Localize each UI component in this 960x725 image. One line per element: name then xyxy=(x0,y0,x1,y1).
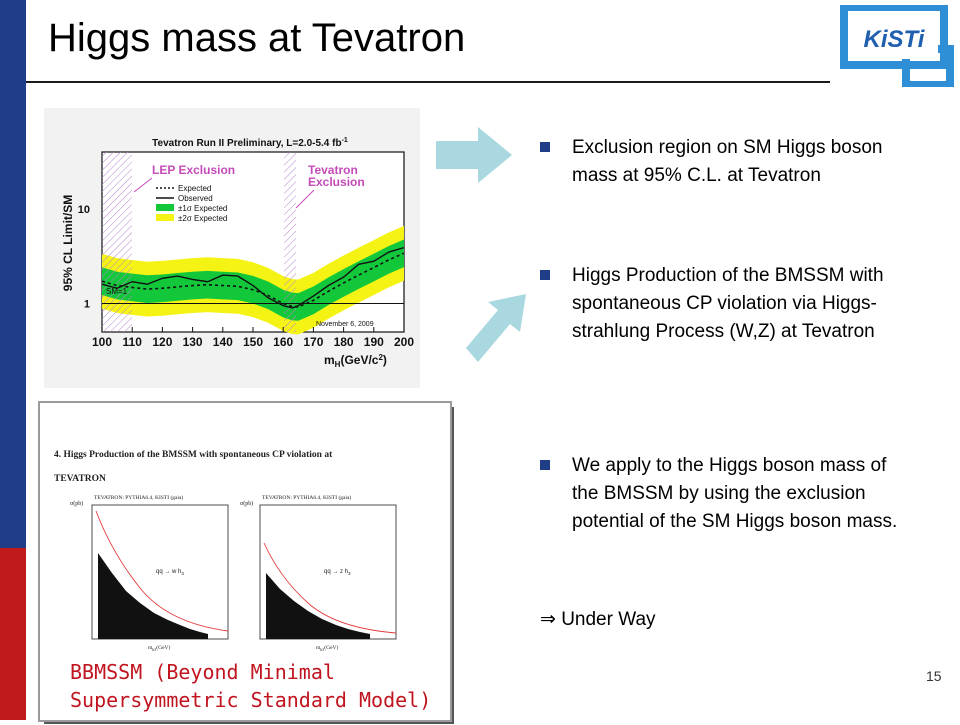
x-tick-label: 200 xyxy=(394,335,414,349)
x-tick-label: 170 xyxy=(303,335,323,349)
slide-title: Higgs mass at Tevatron xyxy=(48,16,466,60)
tevatron-label-1: Tevatron xyxy=(308,163,358,177)
under-way-note: ⇒ Under Way xyxy=(540,609,656,630)
bullet-square-icon xyxy=(540,142,550,152)
lep-arrow xyxy=(133,177,153,193)
title-underline xyxy=(26,81,830,83)
y-tick-10: 10 xyxy=(78,204,90,216)
x-tick-label: 180 xyxy=(334,335,354,349)
bullet-text: Higgs Production of the BMSSM with spont… xyxy=(572,265,884,342)
tevatron-exclusion-region xyxy=(284,152,296,332)
svg-text:σ(pb): σ(pb) xyxy=(240,500,253,507)
bullet-square-icon xyxy=(540,270,550,280)
bullet-square-icon xyxy=(540,460,550,470)
legend-1sigma: ±1σ Expected xyxy=(178,204,227,213)
x-tick-label: 110 xyxy=(123,335,143,349)
chart-title: Tevatron Run II Preliminary, L=2.0-5.4 f… xyxy=(152,137,348,149)
higgs-limit-chart: Tevatron Run II Preliminary, L=2.0-5.4 f… xyxy=(44,108,420,388)
band-1sigma xyxy=(102,239,404,321)
legend-observed: Observed xyxy=(178,194,213,203)
plot-zh3: TEVATRON: PYTHIA6.4, KISTI (gaia) σ(pb) … xyxy=(240,494,397,652)
tevatron-label-2: Exclusion xyxy=(308,175,365,189)
diagonal-arrow-icon xyxy=(466,294,526,362)
chart-legend: Expected Observed ±1σ Expected ±2σ Expec… xyxy=(156,184,227,223)
kisti-logo: KiSTi xyxy=(836,3,954,89)
x-tick-label: 140 xyxy=(213,335,233,349)
x-axis-label: mH(GeV/c2) xyxy=(324,353,387,369)
x-tick-label: 120 xyxy=(152,335,172,349)
svg-text:mh3(GeV): mh3(GeV) xyxy=(316,644,338,652)
y-axis-label: 95% CL Limit/SM xyxy=(61,195,75,291)
x-tick-label: 100 xyxy=(92,335,112,349)
right-arrow-icon xyxy=(436,127,512,183)
lep-label: LEP Exclusion xyxy=(152,163,235,177)
y-tick-1: 1 xyxy=(84,299,90,311)
svg-text:qq → w h3: qq → w h3 xyxy=(156,569,184,576)
svg-text:KiSTi: KiSTi xyxy=(864,26,926,53)
date-label: November 6, 2009 xyxy=(316,321,374,328)
svg-text:mh3(GeV): mh3(GeV) xyxy=(148,644,170,652)
svg-text:TEVATRON: PYTHIA6.4, KISTI (ga: TEVATRON: PYTHIA6.4, KISTI (gaia) xyxy=(94,494,183,501)
bullet-text: Exclusion region on SM Higgs boson mass … xyxy=(572,137,883,186)
page-number: 15 xyxy=(926,668,942,684)
x-tick-label: 160 xyxy=(273,335,293,349)
bmssm-paper-excerpt: 4. Higgs Production of the BMSSM with sp… xyxy=(40,403,450,720)
plot-wh3: TEVATRON: PYTHIA6.4, KISTI (gaia) σ(pb) … xyxy=(70,494,229,652)
paper-heading-2: TEVATRON xyxy=(54,474,106,484)
bullet-text: We apply to the Higgs boson mass of the … xyxy=(572,455,898,532)
legend-expected: Expected xyxy=(178,184,211,193)
tevatron-arrow xyxy=(295,189,315,209)
bmssm-caption: BBMSSM (Beyond Minimal Supersymmetric St… xyxy=(70,660,432,712)
legend-2sigma: ±2σ Expected xyxy=(178,214,227,223)
paper-heading-1: 4. Higgs Production of the BMSSM with sp… xyxy=(54,450,333,460)
left-accent-red xyxy=(0,548,26,720)
lep-exclusion-region xyxy=(102,152,132,332)
svg-text:TEVATRON: PYTHIA6.4, KISTI (ga: TEVATRON: PYTHIA6.4, KISTI (gaia) xyxy=(262,494,351,501)
series-line-observed xyxy=(101,246,405,309)
x-tick-label: 190 xyxy=(364,335,384,349)
svg-text:σ(pb): σ(pb) xyxy=(70,500,83,507)
x-tick-label: 130 xyxy=(183,335,203,349)
x-tick-label: 150 xyxy=(243,335,263,349)
sm1-label: SM=1 xyxy=(106,287,128,296)
left-accent-bar xyxy=(0,0,26,720)
svg-text:qq → z h3: qq → z h3 xyxy=(324,569,351,576)
